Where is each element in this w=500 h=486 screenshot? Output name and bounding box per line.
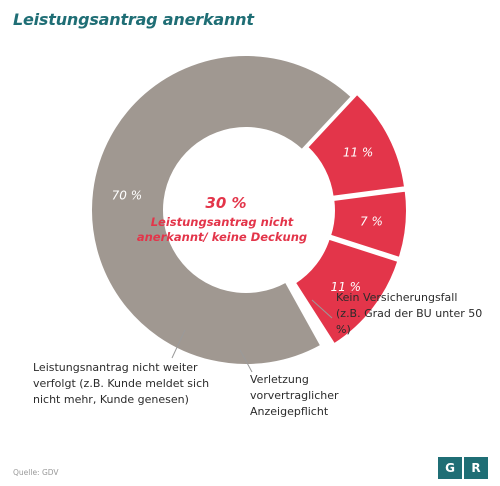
logo-letter: R xyxy=(464,457,488,479)
logo-letter: G xyxy=(438,457,462,479)
donut-slice xyxy=(328,189,408,260)
annotation-kein-versicherungsfall: Kein Versicherungsfall (z.B. Grad der BU… xyxy=(336,290,500,338)
chart-title: Leistungsantrag anerkannt xyxy=(13,10,254,29)
annotation-line: verfolgt (z.B. Kunde meldet sich xyxy=(33,377,210,390)
leader-line xyxy=(311,299,333,319)
leader-line xyxy=(171,329,186,359)
donut-slice xyxy=(305,92,407,198)
annotation-nicht-weiter-verfolgt: Leistungsnantrag nicht weiter verfolgt (… xyxy=(33,360,209,408)
annotation-line: Verletzung xyxy=(250,373,309,386)
source-note: Quelle: GDV xyxy=(13,468,59,477)
annotation-line: nicht mehr, Kunde genesen) xyxy=(33,393,189,406)
leader-line xyxy=(239,349,253,373)
annotation-line: (z.B. Grad der BU unter 50 %) xyxy=(336,307,483,336)
center-text-line-1: Leistungsantrag nicht xyxy=(151,215,294,229)
center-text-line-2: anerkannt/ keine Deckung xyxy=(137,230,307,244)
annotation-line: Leistungsnantrag nicht weiter xyxy=(33,361,198,374)
slice-label: 11 % xyxy=(331,280,362,294)
gr-logo: G R xyxy=(438,457,488,479)
slice-label: 7 % xyxy=(360,214,383,228)
annotation-line: Kein Versicherungsfall xyxy=(336,291,458,304)
annotation-line: vorvertraglicher xyxy=(250,389,339,402)
slice-label: 11 % xyxy=(343,145,374,159)
donut-slice xyxy=(293,237,400,346)
annotation-line: Anzeigepflicht xyxy=(250,405,329,418)
donut-slice xyxy=(90,54,354,366)
slice-label: 70 % xyxy=(112,188,143,202)
center-value: 30 % xyxy=(205,194,246,212)
annotation-anzeigepflicht: Verletzung vorvertraglicher Anzeigepflic… xyxy=(250,372,339,420)
